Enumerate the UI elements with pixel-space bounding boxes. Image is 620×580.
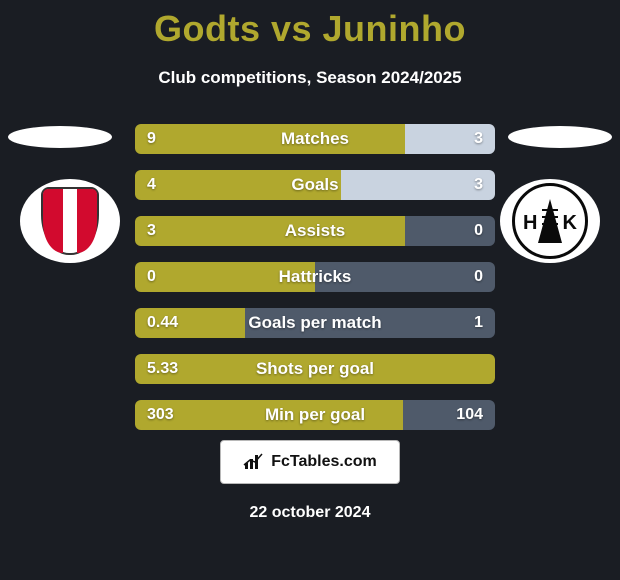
bar-chart-icon bbox=[243, 453, 265, 471]
stat-bar-right bbox=[405, 216, 495, 246]
comparison-bars: Matches93 Goals43 Assists30 Hattricks00 Goal… bbox=[135, 124, 495, 446]
stat-bar-track bbox=[135, 124, 495, 154]
brand-text: FcTables.com bbox=[271, 453, 377, 471]
ajax-shield-icon bbox=[41, 187, 99, 255]
stat-bar-left bbox=[135, 216, 405, 246]
stat-row: Goals per match0.441 bbox=[135, 308, 495, 338]
stat-bar-track bbox=[135, 308, 495, 338]
stat-bar-right bbox=[341, 170, 495, 200]
subtitle: Club competitions, Season 2024/2025 bbox=[0, 68, 620, 88]
stat-bar-left bbox=[135, 308, 245, 338]
page-title: Godts vs Juninho bbox=[0, 0, 620, 50]
stat-bar-track bbox=[135, 354, 495, 384]
stat-bar-left bbox=[135, 170, 341, 200]
stat-row: Matches93 bbox=[135, 124, 495, 154]
stat-bar-right bbox=[405, 124, 495, 154]
stat-row: Goals43 bbox=[135, 170, 495, 200]
stat-bar-left bbox=[135, 400, 403, 430]
stat-bar-right bbox=[403, 400, 495, 430]
stat-bar-track bbox=[135, 216, 495, 246]
neftchi-letter-h: H bbox=[523, 212, 537, 235]
ajax-badge bbox=[20, 179, 120, 263]
club-badge-left bbox=[20, 179, 120, 263]
neftchi-letter-k: K bbox=[563, 212, 577, 235]
stat-bar-right bbox=[315, 262, 495, 292]
footer-date: 22 october 2024 bbox=[0, 504, 620, 522]
club-badge-right: H K bbox=[500, 179, 600, 263]
player-photo-placeholder-right bbox=[508, 126, 612, 148]
stat-bar-left bbox=[135, 124, 405, 154]
stat-bar-track bbox=[135, 400, 495, 430]
stat-row: Hattricks00 bbox=[135, 262, 495, 292]
stat-bar-right bbox=[245, 308, 495, 338]
neftchi-badge: H K bbox=[500, 179, 600, 263]
stat-bar-track bbox=[135, 262, 495, 292]
derrick-icon bbox=[538, 199, 562, 243]
neftchi-circle-icon: H K bbox=[512, 183, 588, 259]
stat-bar-track bbox=[135, 170, 495, 200]
player-photo-placeholder-left bbox=[8, 126, 112, 148]
stat-row: Assists30 bbox=[135, 216, 495, 246]
brand-badge[interactable]: FcTables.com bbox=[220, 440, 400, 484]
stat-bar-left bbox=[135, 354, 495, 384]
stat-row: Min per goal303104 bbox=[135, 400, 495, 430]
stat-bar-left bbox=[135, 262, 315, 292]
stat-row: Shots per goal5.33 bbox=[135, 354, 495, 384]
